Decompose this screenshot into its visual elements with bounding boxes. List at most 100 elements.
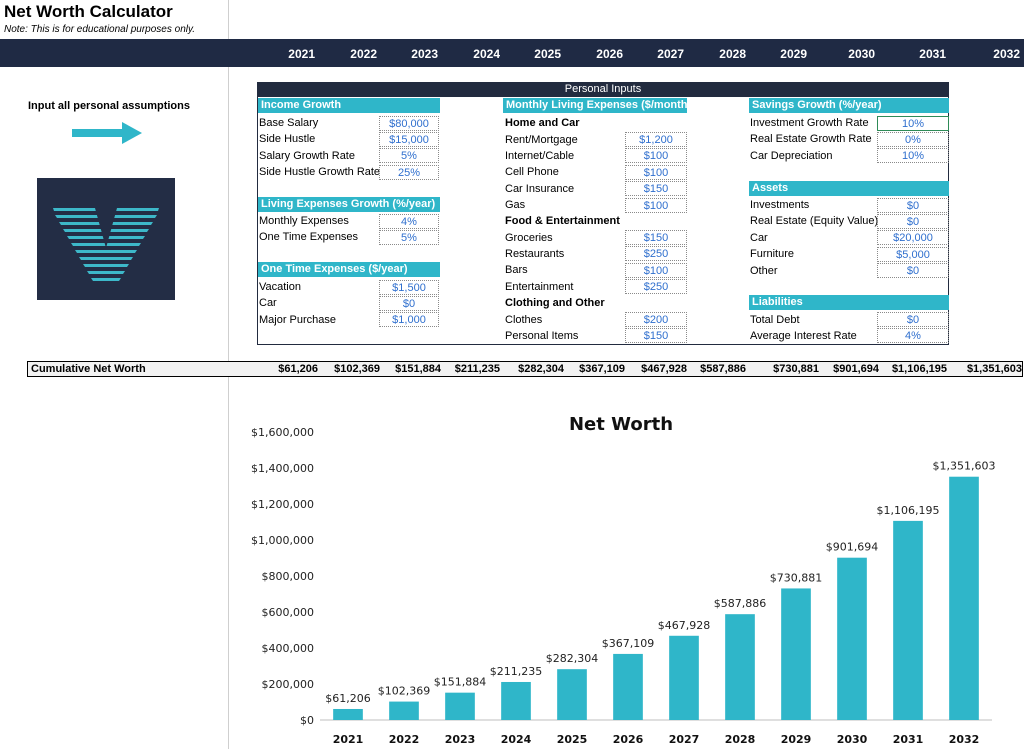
input-entertainment[interactable]: $250	[625, 279, 687, 295]
cumulative-net-worth-label: Cumulative Net Worth	[31, 363, 146, 375]
input-total-debt[interactable]: $0	[877, 312, 949, 327]
bar-2027	[669, 635, 699, 720]
label-side-hustle: Side Hustle	[259, 133, 316, 146]
cumulative-value-2021: $61,206	[278, 363, 318, 375]
input-asset-real-estate-equity-value[interactable]: $0	[877, 213, 949, 229]
year-header-2023: 2023	[411, 47, 438, 61]
bar-2025	[557, 669, 587, 720]
input-average-interest-rate[interactable]: 4%	[877, 328, 949, 344]
input-car-depreciation[interactable]: 10%	[877, 148, 949, 164]
input-asset-investments[interactable]: $0	[877, 197, 949, 213]
input-side-hustle-growth-rate[interactable]: 25%	[379, 164, 439, 180]
label-restaurants: Restaurants	[505, 247, 565, 260]
y-tick-label: $400,000	[262, 642, 315, 655]
year-header-2031: 2031	[919, 47, 946, 61]
bar-2022	[389, 701, 419, 720]
cumulative-value-2029: $730,881	[773, 363, 819, 375]
arrow-right-icon	[72, 122, 142, 144]
section-income-growth: Income Growth	[258, 98, 440, 113]
y-tick-label: $1,000,000	[251, 534, 314, 547]
label-asset-investments: Investments	[750, 199, 810, 211]
y-tick-label: $1,200,000	[251, 498, 314, 511]
x-tick-label-2027: 2027	[669, 733, 700, 746]
input-rent-mortgage[interactable]: $1,200	[625, 132, 687, 147]
v-logo-icon	[53, 208, 159, 281]
x-tick-label-2022: 2022	[389, 733, 420, 746]
label-bars: Bars	[505, 264, 528, 277]
year-header-2032: 2032	[993, 47, 1020, 61]
input-asset-other[interactable]: $0	[877, 263, 949, 279]
input-car-insurance[interactable]: $150	[625, 181, 687, 197]
input-restaurants[interactable]: $250	[625, 246, 687, 262]
x-tick-label-2032: 2032	[949, 733, 980, 746]
brand-logo	[37, 178, 175, 300]
cumulative-value-2024: $211,235	[454, 363, 500, 375]
label-internet-cable: Internet/Cable	[505, 149, 575, 162]
input-side-hustle[interactable]: $15,000	[379, 131, 439, 147]
label-asset-real-estate-equity-value: Real Estate (Equity Value)	[750, 215, 879, 228]
cumulative-value-2026: $367,109	[579, 363, 625, 375]
year-header-2026: 2026	[596, 47, 623, 61]
input-one-time-expenses[interactable]: 5%	[379, 229, 439, 245]
label-asset-furniture: Furniture	[750, 248, 795, 261]
instruction-text: Input all personal assumptions	[28, 100, 190, 112]
bar-2029	[781, 588, 811, 720]
label-car: Car	[259, 297, 277, 310]
bar-2031	[893, 520, 923, 720]
data-label-2028: $587,886	[714, 597, 767, 610]
input-one-time-car[interactable]: $0	[379, 295, 439, 311]
y-tick-label: $600,000	[262, 606, 315, 619]
cumulative-value-2031: $1,106,195	[891, 363, 947, 375]
label-personal-items: Personal Items	[505, 329, 579, 342]
bar-2032	[949, 476, 979, 720]
label-asset-other: Other	[750, 264, 778, 277]
label-real-estate-growth-rate: Real Estate Growth Rate	[750, 133, 872, 146]
x-tick-label-2029: 2029	[781, 733, 812, 746]
input-bars[interactable]: $100	[625, 262, 687, 278]
input-internet-cable[interactable]: $100	[625, 148, 687, 164]
input-one-time-major-purchase[interactable]: $1,000	[379, 312, 439, 328]
label-asset-car: Car	[750, 231, 768, 244]
y-tick-label: $200,000	[262, 678, 315, 691]
x-tick-label-2025: 2025	[557, 733, 588, 746]
label-groceries: Groceries	[505, 231, 553, 244]
cumulative-value-2028: $587,886	[700, 363, 746, 375]
input-base-salary[interactable]: $80,000	[379, 115, 439, 131]
section-monthly-living-expenses: Monthly Living Expenses ($/month)	[503, 98, 687, 113]
y-tick-label: $800,000	[262, 570, 315, 583]
input-clothes[interactable]: $200	[625, 312, 687, 327]
label-total-debt: Total Debt	[750, 313, 800, 326]
x-tick-label-2031: 2031	[893, 733, 924, 746]
label-car-depreciation: Car Depreciation	[750, 149, 833, 162]
input-gas[interactable]: $100	[625, 197, 687, 213]
x-tick-label-2030: 2030	[837, 733, 868, 746]
bar-2028	[725, 614, 755, 720]
input-real-estate-growth-rate[interactable]: 0%	[877, 131, 949, 147]
cumulative-value-2023: $151,884	[395, 363, 441, 375]
data-label-2025: $282,304	[546, 652, 599, 665]
input-monthly-expenses[interactable]: 4%	[379, 213, 439, 229]
data-label-2026: $367,109	[602, 637, 655, 650]
x-tick-label-2026: 2026	[613, 733, 644, 746]
input-asset-car[interactable]: $20,000	[877, 230, 949, 246]
label-salary-growth-rate: Salary Growth Rate	[259, 149, 355, 162]
bar-2023	[445, 692, 475, 720]
input-salary-growth-rate[interactable]: 5%	[379, 148, 439, 164]
label-side-hustle-growth-rate: Side Hustle Growth Rate	[259, 166, 381, 179]
input-groceries[interactable]: $150	[625, 230, 687, 245]
section-one-time-expenses: One Time Expenses ($/year)	[258, 262, 440, 277]
year-header-2021: 2021	[288, 47, 315, 61]
data-label-2032: $1,351,603	[933, 460, 996, 473]
input-one-time-vacation[interactable]: $1,500	[379, 279, 439, 295]
subheading-home-and-car: Home and Car	[505, 117, 580, 129]
input-investment-growth-rate[interactable]: 10%	[877, 115, 949, 131]
input-cell-phone[interactable]: $100	[625, 164, 687, 180]
personal-inputs-header: Personal Inputs	[257, 82, 949, 97]
cumulative-value-2032: $1,351,603	[966, 363, 1022, 375]
section-assets: Assets	[749, 181, 949, 196]
input-personal-items[interactable]: $150	[625, 328, 687, 344]
data-label-2024: $211,235	[490, 665, 543, 678]
data-label-2021: $61,206	[325, 692, 371, 705]
input-asset-furniture[interactable]: $5,000	[877, 246, 949, 262]
data-label-2027: $467,928	[658, 619, 711, 632]
